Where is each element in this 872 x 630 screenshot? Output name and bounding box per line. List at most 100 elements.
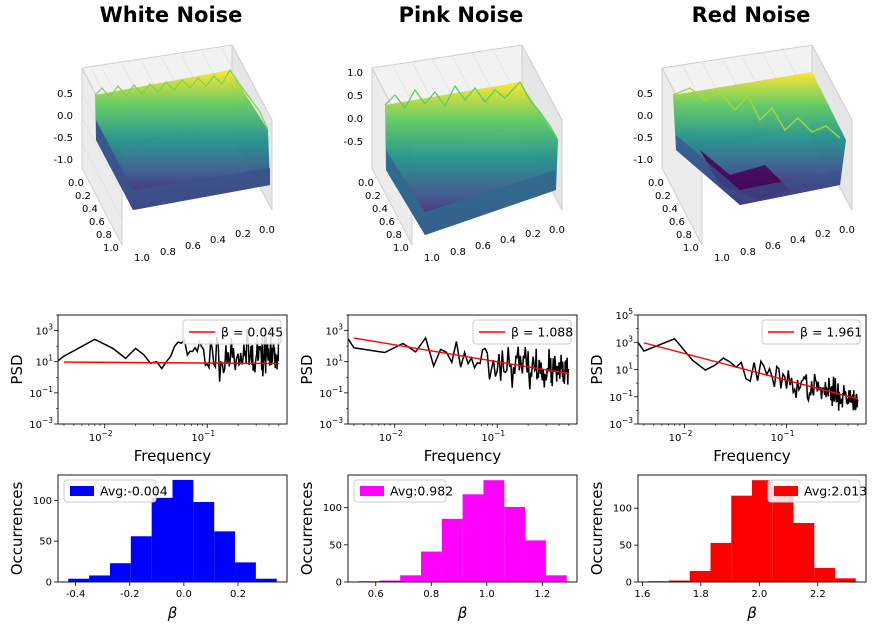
x-tick-label: -0.4	[66, 589, 86, 600]
x-tick-label: 0.4	[82, 204, 98, 215]
x-tick-label: 1.0	[103, 243, 119, 254]
x-tick-label: 0.6	[669, 217, 685, 228]
histogram-bar	[814, 567, 836, 582]
histogram-bar	[255, 578, 277, 582]
axes-frame	[57, 474, 288, 583]
y-tick-label: 0.2	[235, 229, 251, 240]
y-tick-labels: 1.0 0.8 0.6 0.4 0.2 0.0	[424, 225, 565, 264]
chart-title-pink-noise: Pink Noise	[399, 3, 524, 27]
axes-frame	[57, 314, 288, 425]
x-axis-label: Frequency	[134, 447, 212, 465]
y-tick-label: 0.2	[525, 229, 541, 240]
y-axis-label: Occurrences	[588, 482, 606, 576]
histogram-bar	[214, 531, 236, 582]
y-tick-label: 100	[33, 496, 52, 507]
x-tick-label: 2.0	[751, 589, 767, 600]
x-tick-label: 0.2	[230, 589, 246, 600]
histogram-bar	[483, 480, 505, 582]
z-tick-label: 0.0	[637, 111, 653, 122]
y-tick-label: 0	[626, 578, 632, 589]
histogram-bar	[421, 551, 442, 582]
y-tick-label: 100	[613, 504, 632, 515]
surface-panel-red: 0.5 0.0 -0.5 -1.0 0.0 0.2 0.4 0.6 0.8 1.…	[633, 44, 855, 264]
legend-box	[63, 479, 157, 503]
y-tick-label: 10−3	[609, 416, 633, 431]
y-tick-label: 10−1	[29, 385, 53, 400]
z-tick-label: 1.0	[347, 68, 363, 79]
x-tick-label: 1.2	[534, 589, 550, 600]
x-tick-label: 0.2	[655, 191, 671, 202]
histogram-bar	[193, 501, 215, 582]
x-tick-label: 0.0	[358, 178, 374, 189]
x-tick-label: 0.0	[68, 178, 84, 189]
legend-label: β = 1.088	[511, 325, 573, 340]
y-tick-label: 0.8	[450, 247, 466, 258]
x-tick-label: 1.8	[693, 589, 709, 600]
x-tick-label: 1.0	[393, 243, 409, 254]
y-axis-label: Occurrences	[8, 482, 26, 576]
z-tick-label: -0.5	[343, 137, 363, 148]
y-axis-label: Occurrences	[298, 482, 316, 576]
legend-color-swatch	[774, 486, 798, 496]
legend-label: β = 1.961	[800, 325, 862, 340]
legend-label: Avg:2.013	[804, 484, 867, 499]
y-tick-labels: 1.0 0.8 0.6 0.4 0.2 0.0	[714, 225, 855, 264]
x-tick-label: 0.2	[365, 191, 381, 202]
x-tick-labels: 0.0 0.2 0.4 0.6 0.8 1.0	[648, 178, 699, 254]
y-tick-label: 50	[619, 541, 632, 552]
y-tick-label: 101	[325, 354, 343, 369]
z-tick-label: 0.0	[57, 111, 73, 122]
x-tick-label: 1.0	[683, 243, 699, 254]
histogram-bar	[235, 562, 256, 582]
x-tick-label: 2.2	[810, 589, 826, 600]
x-tick-label: 0.2	[75, 191, 91, 202]
chart-title-white-noise: White Noise	[100, 3, 243, 27]
histogram-bar	[525, 540, 546, 582]
histogram-bar	[772, 491, 794, 582]
psd-fit-line	[643, 342, 859, 400]
z-tick-labels: 1.0 0.5 0.0 -0.5	[343, 68, 363, 148]
psd-series-line	[348, 336, 570, 390]
y-tick-label: 0.8	[160, 247, 176, 258]
y-tick-label: 0.0	[839, 225, 855, 236]
y-tick-label: 10−1	[609, 389, 633, 404]
surface-texture	[672, 87, 841, 139]
surface-panel-white: 0.5 0.0 -0.5 -1.0 0.0 0.2 0.4 0.6 0.8 1.…	[53, 44, 275, 264]
histogram-panel-white: 0 50 100 -0.4 -0.2 0.0 0.2 β Occurrences Avg:-0.0…	[8, 474, 288, 622]
x-axis-label: Frequency	[713, 447, 791, 465]
y-tick-label: 1.0	[424, 253, 440, 264]
x-tick-label: 0.6	[89, 217, 105, 228]
x-tick-label: 0.6	[379, 217, 395, 228]
x-tick-label: 10−1	[771, 429, 795, 444]
y-tick-label: 0	[46, 578, 52, 589]
y-tick-label: 0.4	[500, 235, 516, 246]
x-tick-label: 0.6	[368, 589, 384, 600]
y-tick-label: 0.6	[475, 241, 491, 252]
x-tick-label: 10−2	[669, 429, 693, 444]
y-tick-label: 0.4	[790, 235, 806, 246]
histogram-bar	[172, 479, 194, 582]
psd-fit-line	[353, 337, 569, 375]
histogram-bar	[752, 480, 773, 582]
histogram-bar	[400, 575, 422, 582]
surface-fill	[95, 70, 270, 210]
histogram-bar	[731, 495, 752, 582]
legend-color-swatch	[70, 486, 94, 496]
histogram-bar	[504, 506, 526, 582]
y-axis-label: PSD	[298, 354, 316, 384]
x-tick-label: 0.8	[423, 589, 439, 600]
x-tick-label: 0.8	[386, 230, 402, 241]
legend-label: Avg:-0.004	[100, 484, 168, 499]
psd-panel-white: 10−3 10−1 101 103 10−2 10−1 Frequency PSD β = 0.…	[8, 314, 288, 465]
y-tick-label: 50	[39, 537, 52, 548]
histogram-bar	[68, 578, 90, 582]
y-tick-label: 10−3	[29, 416, 53, 431]
x-tick-label: 0.8	[96, 230, 112, 241]
x-axis-label: β	[746, 604, 757, 622]
histogram-bar	[441, 518, 463, 582]
z-tick-labels: 0.5 0.0 -0.5 -1.0	[53, 89, 73, 166]
axes-frame	[347, 474, 578, 583]
y-tick-label: 1.0	[134, 253, 150, 264]
y-tick-label: 0.6	[765, 241, 781, 252]
